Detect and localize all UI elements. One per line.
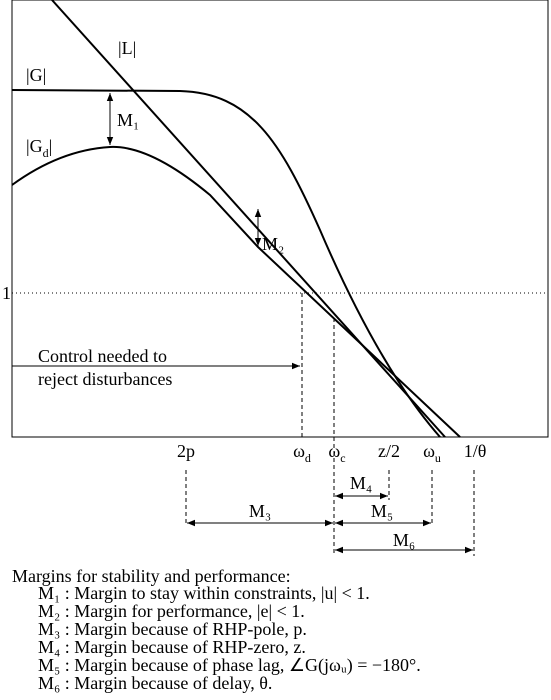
curve-L (51, 0, 446, 438)
legend-title: Margins for stability and performance: (12, 566, 291, 586)
frequency-label: ωd (293, 441, 311, 465)
frequency-label: ωc (328, 441, 345, 465)
note: Control needed to (38, 346, 167, 366)
margin-label: M₂ (262, 234, 284, 254)
margin-label: M₄ (350, 473, 372, 493)
legend-item: M₂ : Margin for performance, |e| < 1. (38, 601, 305, 621)
legend-item: M₁ : Margin to stay within constraints, … (38, 583, 370, 603)
frequency-label: 2p (177, 441, 195, 461)
legend-item: M₆ : Margin because of delay, θ. (38, 673, 272, 693)
legend-item: M₅ : Margin because of phase lag, ∠G(jωᵤ… (38, 655, 421, 676)
curve-Gd (11, 145, 461, 438)
frequency-label: 1/θ (464, 441, 487, 461)
curve-label: |Gd| (26, 136, 52, 160)
note: reject disturbances (38, 369, 172, 389)
margin-label: M₃ (249, 501, 271, 521)
curve-label: |L| (118, 38, 136, 58)
frequency-label: z/2 (378, 441, 400, 461)
margin-label: M₅ (371, 501, 393, 521)
y-label: 1 (2, 283, 11, 303)
margin-label: M₁ (117, 110, 139, 130)
legend-item: M₃ : Margin because of RHP-pole, p. (38, 619, 307, 639)
frequency-label: ωu (423, 441, 441, 465)
plot-frame (11, 0, 549, 438)
legend-item: M₄ : Margin because of RHP-zero, z. (38, 637, 306, 657)
margin-label: M₆ (393, 530, 415, 550)
curve-label: |G| (26, 65, 46, 85)
